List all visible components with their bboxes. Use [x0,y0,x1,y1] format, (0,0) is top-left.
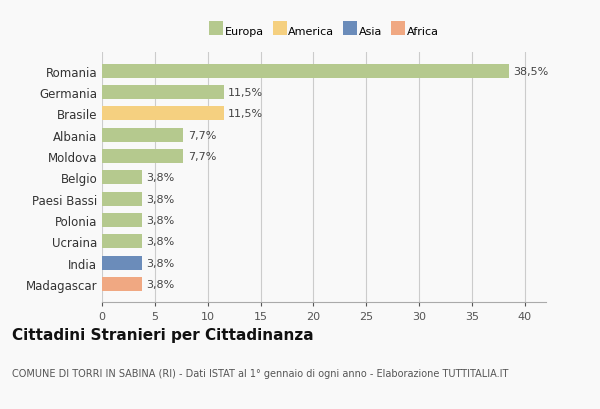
Text: 3,8%: 3,8% [146,173,175,183]
Text: Cittadini Stranieri per Cittadinanza: Cittadini Stranieri per Cittadinanza [12,327,314,342]
Text: 11,5%: 11,5% [228,88,263,98]
Text: 3,8%: 3,8% [146,258,175,268]
Text: 7,7%: 7,7% [188,152,216,162]
Text: 11,5%: 11,5% [228,109,263,119]
Bar [102,128,184,142]
Text: 3,8%: 3,8% [146,194,175,204]
Bar [102,171,142,185]
Text: COMUNE DI TORRI IN SABINA (RI) - Dati ISTAT al 1° gennaio di ogni anno - Elabora: COMUNE DI TORRI IN SABINA (RI) - Dati IS… [12,368,508,378]
Bar [102,150,184,164]
Text: 3,8%: 3,8% [146,279,175,290]
Bar [102,213,142,227]
Text: 3,8%: 3,8% [146,237,175,247]
Bar [102,235,142,249]
Bar [102,277,142,291]
Text: 3,8%: 3,8% [146,216,175,225]
Bar [102,107,224,121]
Bar [102,192,142,206]
Text: 7,7%: 7,7% [188,130,216,140]
Bar [102,256,142,270]
Bar [102,65,509,79]
Legend: Europa, America, Asia, Africa: Europa, America, Asia, Africa [205,21,443,41]
Text: 38,5%: 38,5% [513,66,548,76]
Bar [102,86,224,100]
